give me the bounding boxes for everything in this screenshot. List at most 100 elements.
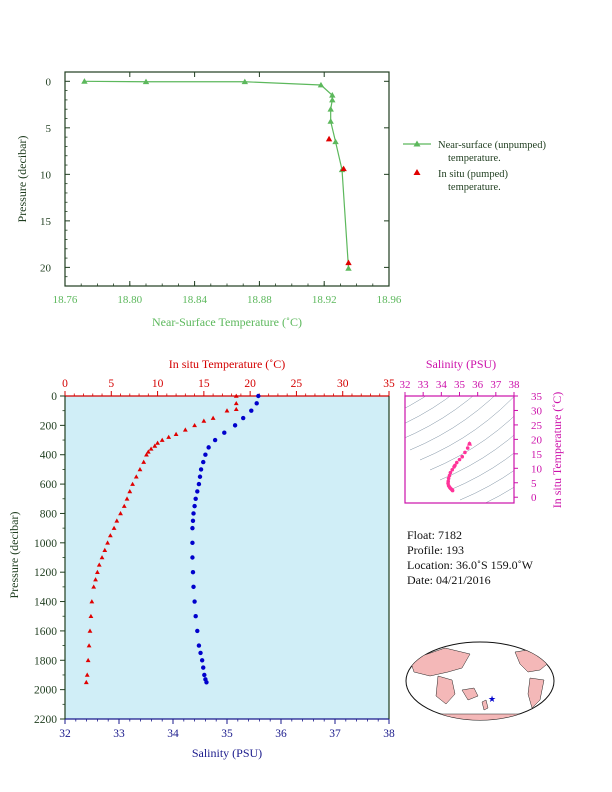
temperature-point	[210, 415, 216, 420]
salinity-point	[190, 518, 196, 523]
ts-temperature-tick-label: 30	[531, 405, 543, 417]
salinity-point	[199, 658, 205, 663]
salinity-point	[206, 445, 211, 450]
density-contour	[439, 434, 514, 481]
pressure-tick-label: 1200	[34, 567, 57, 579]
salinity-point	[196, 643, 202, 648]
top-x-tick-label: 18.76	[53, 294, 78, 306]
top-x-tick-label: 18.96	[377, 294, 402, 306]
temperature-tick-label: 35	[383, 378, 395, 390]
ts-salinity-axis-label: Salinity (PSU)	[426, 357, 496, 371]
unpumped-point	[317, 81, 325, 88]
pumped-point	[340, 165, 347, 172]
density-contour	[409, 396, 495, 451]
map-landmass-antarctica	[429, 713, 531, 720]
ts-salinity-tick-label: 34	[436, 379, 448, 391]
pumped-point	[325, 135, 333, 142]
ts-point	[446, 476, 451, 481]
temperature-point	[192, 422, 197, 428]
temperature-point	[224, 408, 230, 413]
top-plot-frame	[64, 71, 390, 287]
salinity-point	[190, 525, 195, 531]
salinity-point	[203, 452, 208, 457]
ts-temperature-tick-label: 20	[531, 434, 543, 446]
temperature-point	[96, 562, 102, 567]
temperature-point	[182, 427, 188, 432]
temperature-point	[118, 511, 123, 516]
salinity-point	[192, 503, 197, 509]
pressure-tick-label: 0	[51, 391, 57, 403]
unpumped-point	[329, 92, 336, 98]
temperature-point	[91, 584, 97, 589]
unpumped-point	[329, 96, 336, 103]
temperature-tick-label: 0	[62, 378, 68, 390]
salinity-point	[202, 672, 207, 678]
salinity-tick-label: 35	[221, 728, 233, 740]
pressure-tick-label: 400	[40, 450, 58, 462]
top-y-tick-label: 10	[40, 169, 52, 181]
temperature-tick-label: 25	[291, 378, 303, 390]
ts-point	[452, 465, 456, 469]
temperature-point	[145, 449, 151, 454]
density-contour	[405, 396, 474, 439]
temperature-tick-label: 30	[337, 378, 349, 390]
map-landmass-asia	[409, 647, 471, 677]
top-x-tick-label: 18.84	[182, 294, 207, 306]
ts-point	[447, 473, 452, 478]
temperature-point	[86, 643, 92, 648]
float-location: Location: 36.0˚S 159.0˚W	[407, 558, 534, 572]
salinity-point	[256, 393, 261, 399]
salinity-point	[193, 614, 198, 619]
temperature-tick-label: 20	[244, 378, 256, 390]
float-id: Float: 7182	[407, 528, 462, 542]
salinity-point	[212, 437, 218, 443]
temperature-point	[87, 628, 93, 633]
float-info: Float: 7182 Profile: 193 Location: 36.0˚…	[407, 528, 534, 587]
profile-date: Date: 04/21/2016	[407, 573, 491, 587]
pressure-tick-label: 2200	[34, 714, 57, 726]
top-x-tick-label: 18.80	[117, 294, 142, 306]
temperature-point	[141, 459, 147, 464]
temperature-point	[144, 452, 149, 457]
temperature-point	[233, 393, 239, 398]
salinity-point	[190, 555, 195, 560]
salinity-point	[195, 489, 200, 494]
salinity-point	[191, 584, 196, 590]
profile-number: Profile: 193	[407, 543, 464, 557]
temperature-point	[107, 533, 113, 538]
temperature-point	[152, 443, 158, 448]
ts-diagram: 32 33 34 35 36 37 38 0 5 10 15 20 25 30 35 Salinity (P…	[400, 357, 565, 509]
ts-temperature-tick-label: 35	[531, 391, 543, 403]
unpumped-point	[327, 106, 334, 112]
salinity-point	[191, 511, 196, 516]
pressure-tick-label: 1000	[34, 538, 57, 550]
pressure-tick-label: 1800	[34, 655, 57, 667]
unpumped-point	[241, 78, 249, 85]
density-contour	[484, 486, 514, 503]
top-y-tick-label: 20	[40, 262, 52, 274]
pressure-tick-label: 2000	[34, 685, 57, 697]
top-y-tick-label: 0	[46, 76, 52, 88]
ts-point	[465, 446, 470, 450]
unpumped-point	[142, 78, 150, 85]
temperature-point	[93, 577, 98, 582]
ts-temperature-tick-label: 0	[531, 492, 537, 504]
temperature-point	[233, 400, 239, 406]
ts-salinity-tick-label: 36	[472, 379, 484, 391]
salinity-point	[190, 569, 196, 575]
ts-point	[463, 450, 467, 455]
salinity-point	[196, 481, 202, 487]
profile-plot-background	[65, 396, 389, 719]
temperature-point	[88, 613, 94, 619]
pumped-point	[345, 259, 352, 266]
temperature-point	[102, 547, 108, 552]
salinity-axis-label: Salinity (PSU)	[192, 746, 262, 760]
salinity-point	[241, 415, 246, 421]
salinity-point	[193, 496, 198, 501]
salinity-tick-label: 38	[383, 728, 395, 740]
salinity-point	[204, 680, 209, 685]
ts-temperature-axis-label: In situ Temperature (˚C)	[550, 392, 564, 509]
ts-salinity-tick-label: 33	[418, 379, 430, 391]
ts-point	[460, 454, 465, 459]
